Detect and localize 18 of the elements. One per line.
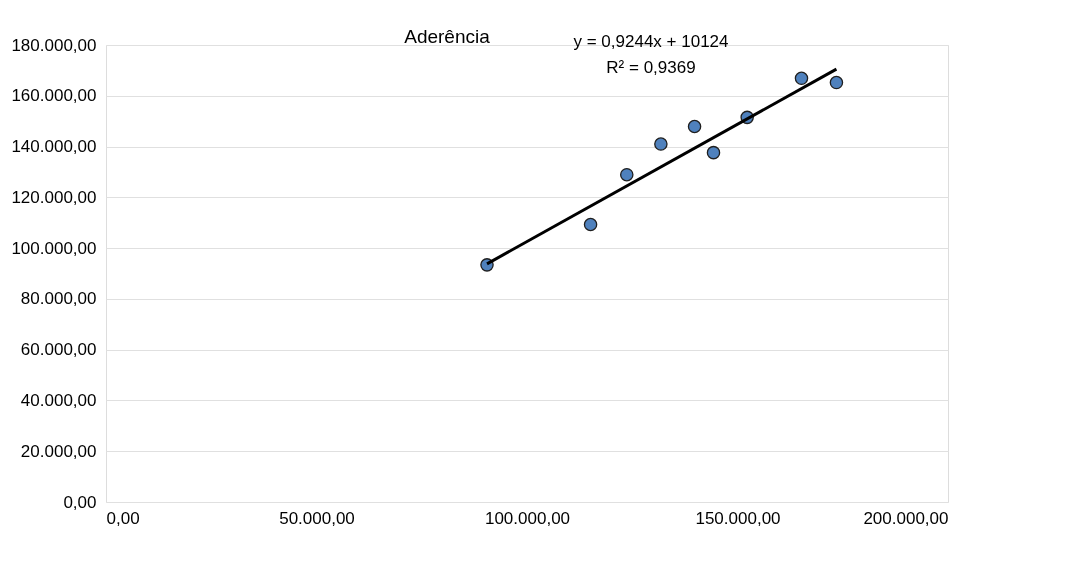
annotation: y = 0,9244x + 10124 [573,32,729,51]
x-tick-label: 0,00 [106,508,140,528]
y-tick-label: 120.000,00 [11,187,97,207]
y-tick-label: 40.000,00 [20,390,97,410]
y-tick-label: 100.000,00 [11,238,97,258]
y-tick-label: 60.000,00 [20,340,97,360]
annotation: R² = 0,9369 [606,58,696,77]
y-tick-label: 160.000,00 [11,86,97,106]
x-tick-label: 200.000,00 [863,508,949,528]
y-tick-label: 180.000,00 [11,35,97,55]
y-tick-label: 140.000,00 [11,137,97,157]
chart-title: Aderência [404,26,491,47]
x-tick-label: 150.000,00 [695,508,781,528]
x-tick-label: 100.000,00 [484,508,571,528]
y-tick-label: 20.000,00 [20,441,97,461]
x-tick-label: 50.000,00 [279,508,355,528]
y-tick-label: 80.000,00 [20,289,97,309]
y-tick-label: 0,00 [63,492,97,512]
